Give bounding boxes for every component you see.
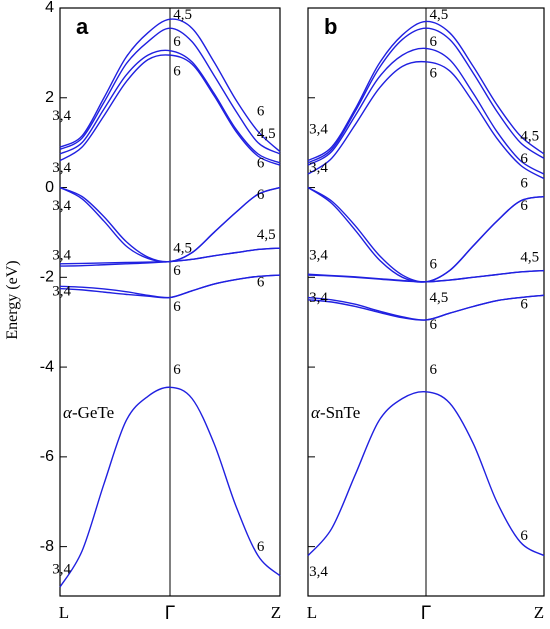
band-a-7 — [59, 186, 281, 263]
band-symmetry-label: 6 — [430, 362, 438, 378]
band-symmetry-label: 4,5 — [520, 250, 539, 266]
y-tick-label: 4 — [45, 0, 54, 16]
band-symmetry-label: 6 — [430, 256, 438, 272]
y-axis-label: Energy (eV) — [4, 260, 21, 339]
panel-b-material-prefix: α — [311, 403, 321, 422]
band-symmetry-label: 3,4 — [309, 564, 328, 580]
band-symmetry-label: 6 — [430, 317, 438, 333]
band-a-9 — [59, 49, 281, 164]
band-symmetry-label: 6 — [257, 104, 265, 120]
band-b-1 — [307, 390, 545, 557]
band-b-11 — [307, 20, 545, 162]
panel-a: 4 2 0 -2 -4 -6 -8 3,4 3,4 3,4 3,4 3,4 3,4 4,5 6 6 4,5 6 6… — [40, 0, 281, 624]
band-symmetry-label: 3,4 — [52, 562, 71, 578]
band-symmetry-label: 3,4 — [309, 290, 328, 306]
panel-a-label: a — [76, 14, 89, 39]
panel-b-material-suffix: -SnTe — [320, 403, 360, 422]
band-symmetry-label: 6 — [257, 155, 265, 171]
band-symmetry-label: 6 — [173, 362, 181, 378]
y-tick-label: -8 — [40, 538, 54, 555]
band-symmetry-label: 6 — [520, 151, 528, 167]
panel-b-y-ticks — [308, 7, 315, 548]
band-symmetry-label: 3,4 — [52, 247, 71, 263]
panel-b-annotations: 3,4 3,4 3,4 3,4 3,4 4,5 6 6 6 4,5 6 6 4,5 6 6 6 4,5 6 6 — [309, 7, 539, 580]
band-symmetry-label: 3,4 — [52, 283, 71, 299]
band-b-8 — [307, 60, 545, 180]
y-tick-label: -2 — [40, 269, 54, 286]
band-b-3 — [307, 294, 545, 321]
band-symmetry-label: 4,5 — [173, 7, 192, 23]
band-symmetry-label: 4,5 — [430, 290, 449, 306]
band-symmetry-label: 6 — [430, 34, 438, 50]
y-tick-label: -4 — [40, 358, 54, 375]
y-tick-label: 2 — [45, 89, 54, 106]
panel-b-bands — [307, 20, 545, 557]
band-b-9 — [307, 47, 545, 175]
band-symmetry-label: 3,4 — [52, 198, 71, 214]
panel-b-xtick-gamma: Γ — [421, 603, 431, 624]
band-symmetry-label: 6 — [430, 66, 438, 82]
band-symmetry-label: 3,4 — [52, 160, 71, 176]
band-a-3 — [59, 274, 281, 299]
panel-a-annotations: 3,4 3,4 3,4 3,4 3,4 3,4 4,5 6 6 4,5 6 6 6 6 4,5 6 6 4,5 6 6 — [52, 7, 275, 577]
panel-a-xtick-L: L — [59, 603, 69, 622]
panel-a-material-suffix: -GeTe — [72, 403, 114, 422]
band-b-10 — [307, 27, 545, 164]
panel-a-material: α-GeTe — [63, 403, 114, 422]
y-tick-label: -6 — [40, 448, 54, 465]
band-symmetry-label: 6 — [257, 539, 265, 555]
band-a-8 — [59, 54, 281, 166]
band-symmetry-label: 6 — [173, 299, 181, 315]
band-symmetry-label: 6 — [173, 34, 181, 50]
band-a-10 — [59, 27, 281, 155]
band-a-11 — [59, 18, 281, 153]
band-symmetry-label: 6 — [257, 274, 265, 290]
panel-b-xtick-Z: Z — [534, 603, 544, 622]
band-symmetry-label: 6 — [520, 198, 528, 214]
band-symmetry-label: 3,4 — [309, 122, 328, 138]
band-symmetry-label: 6 — [520, 297, 528, 313]
panel-b-xtick-L: L — [307, 603, 317, 622]
band-symmetry-label: 3,4 — [309, 247, 328, 263]
panel-b-label: b — [324, 14, 337, 39]
band-symmetry-label: 4,5 — [430, 7, 449, 23]
band-symmetry-label: 6 — [520, 528, 528, 544]
band-symmetry-label: 4,5 — [257, 227, 276, 243]
panel-b-material: α-SnTe — [311, 403, 360, 422]
band-symmetry-label: 6 — [173, 263, 181, 279]
y-tick-label: 0 — [45, 179, 54, 196]
band-symmetry-label: 6 — [257, 187, 265, 203]
panel-a-xtick-Z: Z — [271, 603, 281, 622]
band-symmetry-label: 3,4 — [52, 108, 71, 124]
band-symmetry-label: 4,5 — [520, 128, 539, 144]
panel-a-bands — [59, 18, 281, 588]
band-a-1 — [59, 386, 281, 588]
band-symmetry-label: 6 — [173, 63, 181, 79]
band-symmetry-label: 4,5 — [173, 241, 192, 257]
panel-a-xtick-gamma: Γ — [165, 603, 175, 624]
panel-a-material-prefix: α — [63, 403, 73, 422]
panel-a-y-ticks: 4 2 0 -2 -4 -6 -8 — [40, 0, 67, 555]
band-b-7 — [307, 186, 545, 283]
band-symmetry-label: 6 — [520, 176, 528, 192]
band-symmetry-label: 4,5 — [257, 126, 276, 142]
band-symmetry-label: 3,4 — [309, 160, 328, 176]
